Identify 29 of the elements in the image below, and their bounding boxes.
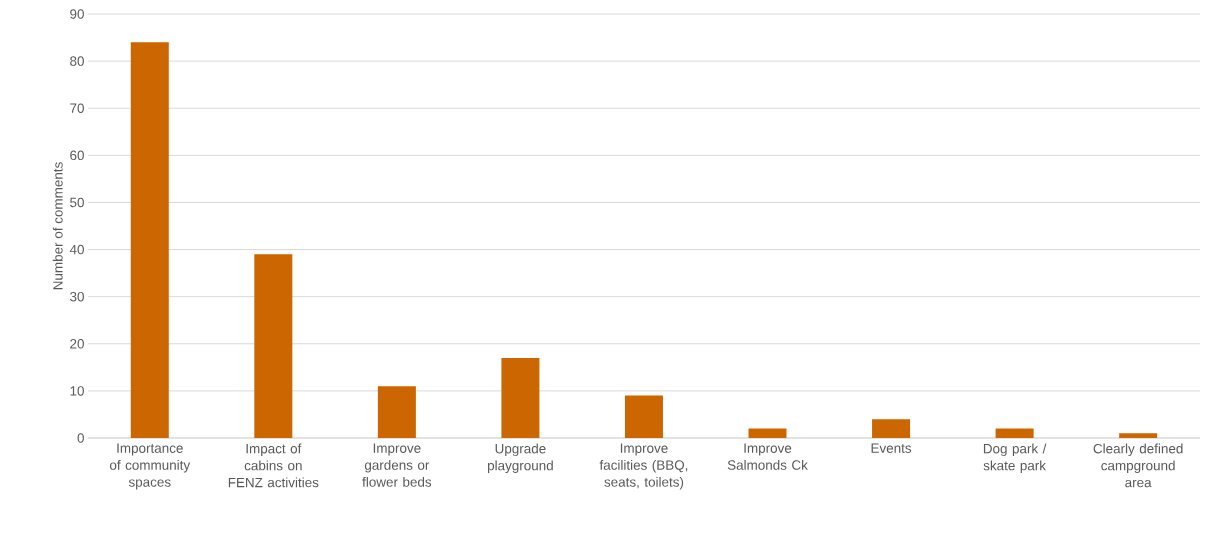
bar [1119,433,1158,438]
bar [872,419,911,438]
y-tick-label: 60 [70,150,84,161]
y-tick-label: 40 [69,244,84,255]
y-axis-title: Number of comments [52,162,63,290]
y-tick-label: 0 [77,433,84,443]
x-tick-label: Dog park / skate park [983,443,1047,473]
bar [624,395,663,438]
y-tick-label: 80 [70,56,84,66]
y-tick-label: 10 [70,386,84,396]
bar [254,254,293,438]
x-tick-label: Importance of community spaces [109,443,191,490]
bar [748,428,787,438]
bar [501,357,540,438]
y-tick-label: 30 [70,291,84,302]
bar [995,428,1034,438]
x-tick-label: Impact of cabins on FENZ activities [228,443,319,488]
y-tick-label: 90 [70,9,84,19]
bar [377,386,416,438]
x-tick-label: Clearly defined campground area [1093,443,1183,488]
x-tick-label: Improve facilities (BBQ, seats, toilets) [599,443,688,490]
y-tick-label: 20 [70,339,84,349]
x-tick-label: Improve Salmonds Ck [727,443,808,470]
x-tick-label: Upgrade playground [488,443,553,473]
bar [130,42,169,438]
x-tick-label: Events [871,443,912,453]
x-tick-label: Improve gardens or flower beds [362,443,432,487]
y-tick-label: 50 [70,197,84,208]
y-tick-label: 70 [70,103,84,113]
